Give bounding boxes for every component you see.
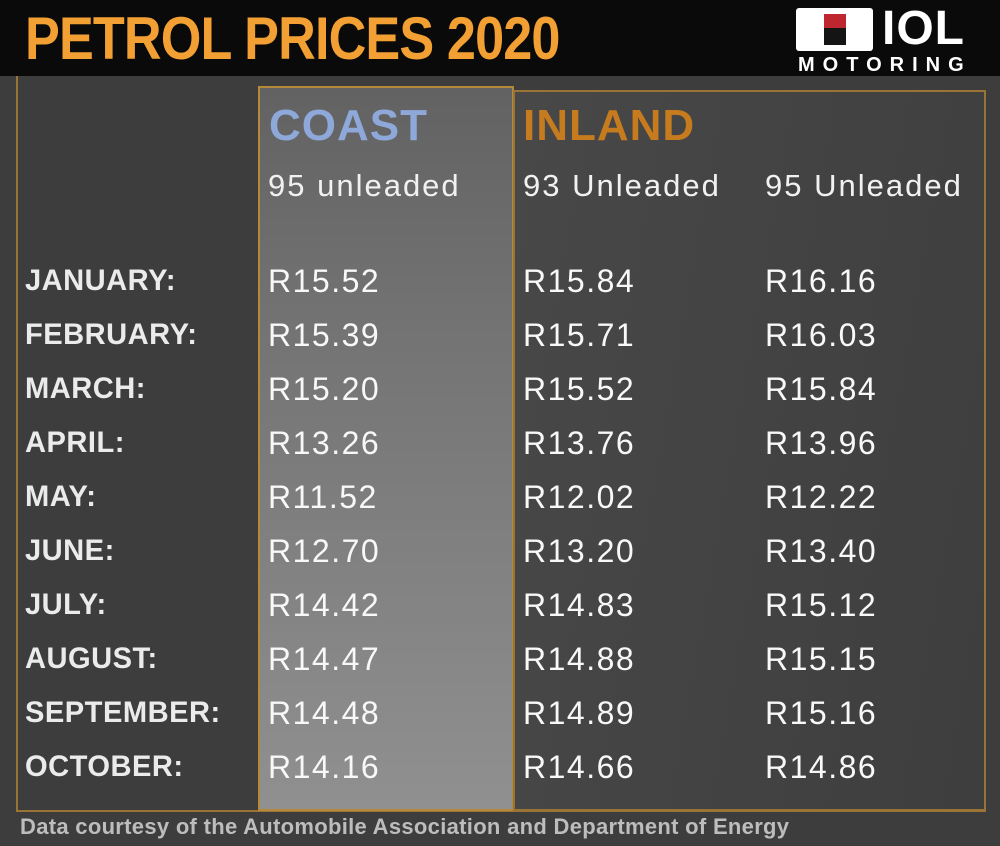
month-label: MAY: xyxy=(25,480,97,513)
month-label: SEPTEMBER: xyxy=(25,696,221,729)
table-row: JANUARY: R15.52 R15.84 R16.16 xyxy=(0,254,1000,308)
coast-95-price: R15.39 xyxy=(268,317,381,353)
table-row: OCTOBER: R14.16 R14.66 R14.86 xyxy=(0,740,1000,794)
logo-motoring-text: MOTORING xyxy=(798,54,972,76)
coast-95-price: R12.70 xyxy=(268,533,381,569)
coast-95-subheader: 95 unleaded xyxy=(268,168,461,203)
header-band: PETROL PRICES 2020 IOL MOTORING xyxy=(0,0,1000,76)
inland-93-price: R14.66 xyxy=(523,749,636,785)
coast-column-panel xyxy=(258,86,514,811)
table-row: AUGUST: R14.47 R14.88 R15.15 xyxy=(0,632,1000,686)
inland-93-subheader: 93 Unleaded xyxy=(523,168,721,203)
iol-flag-icon xyxy=(823,14,846,45)
inland-95-price: R13.40 xyxy=(765,533,878,569)
month-label: OCTOBER: xyxy=(25,750,184,783)
coast-95-price: R14.48 xyxy=(268,695,381,731)
table-row: FEBRUARY: R15.39 R15.71 R16.03 xyxy=(0,308,1000,362)
inland-93-price: R14.83 xyxy=(523,587,636,623)
month-label: MARCH: xyxy=(25,372,146,405)
table-row: JULY: R14.42 R14.83 R15.12 xyxy=(0,578,1000,632)
logo-flag-box xyxy=(796,8,873,51)
month-label: APRIL: xyxy=(25,426,125,459)
table-frame xyxy=(16,76,986,812)
month-label: JUNE: xyxy=(25,534,115,567)
table-row: MARCH: R15.20 R15.52 R15.84 xyxy=(0,362,1000,416)
table-row: APRIL: R13.26 R13.76 R13.96 xyxy=(0,416,1000,470)
inland-95-price: R15.15 xyxy=(765,641,878,677)
inland-93-price: R13.76 xyxy=(523,425,636,461)
inland-95-price: R13.96 xyxy=(765,425,878,461)
inland-95-subheader: 95 Unleaded xyxy=(765,168,963,203)
inland-95-price: R14.86 xyxy=(765,749,878,785)
month-label: JANUARY: xyxy=(25,264,177,297)
inland-95-price: R15.84 xyxy=(765,371,878,407)
inland-93-price: R15.71 xyxy=(523,317,636,353)
coast-95-price: R14.16 xyxy=(268,749,381,785)
inland-93-price: R15.52 xyxy=(523,371,636,407)
flag-red-block xyxy=(823,14,846,28)
table-row: MAY: R11.52 R12.02 R12.22 xyxy=(0,470,1000,524)
coast-95-price: R15.20 xyxy=(268,371,381,407)
inland-93-price: R14.89 xyxy=(523,695,636,731)
coast-95-price: R11.52 xyxy=(268,479,378,515)
inland-column-header: INLAND xyxy=(523,101,696,150)
inland-column-panel xyxy=(513,90,986,811)
month-label: AUGUST: xyxy=(25,642,158,675)
inland-93-price: R15.84 xyxy=(523,263,636,299)
inland-95-price: R15.12 xyxy=(765,587,878,623)
flag-black-block xyxy=(823,27,846,45)
month-label: FEBRUARY: xyxy=(25,318,198,351)
month-label: JULY: xyxy=(25,588,107,621)
inland-95-price: R16.16 xyxy=(765,263,878,299)
price-rows: JANUARY: R15.52 R15.84 R16.16 FEBRUARY: R15.3… xyxy=(0,254,1000,794)
data-source-credit: Data courtesy of the Automobile Associat… xyxy=(20,814,790,839)
table-row: SEPTEMBER: R14.48 R14.89 R15.16 xyxy=(0,686,1000,740)
coast-95-price: R14.47 xyxy=(268,641,381,677)
inland-95-price: R12.22 xyxy=(765,479,878,515)
iol-motoring-logo: IOL MOTORING xyxy=(796,3,978,76)
coast-95-price: R15.52 xyxy=(268,263,381,299)
inland-93-price: R14.88 xyxy=(523,641,636,677)
inland-95-price: R15.16 xyxy=(765,695,878,731)
table-row: JUNE: R12.70 R13.20 R13.40 xyxy=(0,524,1000,578)
logo-iol-text: IOL xyxy=(882,2,965,55)
inland-93-price: R12.02 xyxy=(523,479,636,515)
coast-95-price: R13.26 xyxy=(268,425,381,461)
coast-column-header: COAST xyxy=(269,101,428,150)
coast-95-price: R14.42 xyxy=(268,587,381,623)
page-title: PETROL PRICES 2020 xyxy=(25,5,560,72)
inland-93-price: R13.20 xyxy=(523,533,636,569)
inland-95-price: R16.03 xyxy=(765,317,878,353)
